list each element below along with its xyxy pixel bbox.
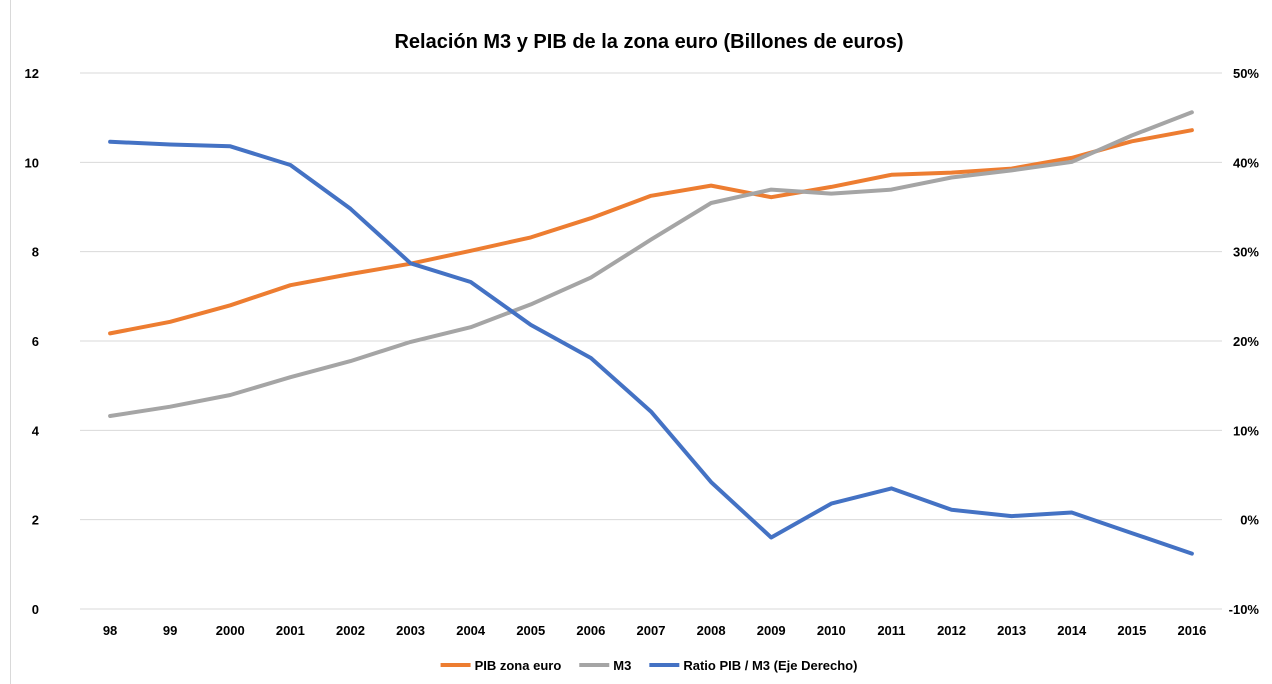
left-tick-label: 2 xyxy=(32,513,39,528)
x-tick-label: 2007 xyxy=(637,623,666,638)
legend-label-ratio-pib-m3-eje-derecho: Ratio PIB / M3 (Eje Derecho) xyxy=(683,658,857,673)
right-tick-label: 30% xyxy=(1233,245,1259,260)
legend: PIB zona euro M3 Ratio PIB / M3 (Eje Derec… xyxy=(440,658,857,673)
gridlines xyxy=(80,72,1222,610)
x-tick-label: 2015 xyxy=(1117,623,1146,638)
left-tick-label: 4 xyxy=(32,423,40,438)
left-tick-label: 12 xyxy=(25,66,39,81)
x-tick-label: 98 xyxy=(103,623,117,638)
x-tick-label: 2006 xyxy=(576,623,605,638)
x-tick-label: 2005 xyxy=(516,623,545,638)
x-tick-label: 2011 xyxy=(877,623,905,638)
right-tick-label: 20% xyxy=(1233,334,1259,349)
series-line-ratio-pib-m3-eje-derecho xyxy=(108,139,1194,556)
x-tick-label: 2016 xyxy=(1177,623,1206,638)
left-axis-ticks: 0 2 4 6 8 10 12 xyxy=(25,66,40,617)
right-tick-label: 0% xyxy=(1240,513,1259,528)
x-tick-label: 2014 xyxy=(1057,623,1087,638)
x-tick-label: 2012 xyxy=(937,623,966,638)
x-tick-label: 2004 xyxy=(456,623,486,638)
right-tick-label: 50% xyxy=(1233,66,1259,81)
x-tick-label: 2001 xyxy=(276,623,305,638)
left-tick-label: 0 xyxy=(32,602,39,617)
x-tick-label: 2009 xyxy=(757,623,786,638)
right-tick-label: 10% xyxy=(1233,423,1259,438)
right-axis-ticks: -10% 0% 10% 20% 30% 40% 50% xyxy=(1229,66,1260,617)
x-axis-ticks: 98 99 2000 2001 2002 2003 2004 2005 2006 2007 2008… xyxy=(103,623,1207,638)
x-tick-label: 2013 xyxy=(997,623,1026,638)
legend-label-m3: M3 xyxy=(613,658,631,673)
line-chart: Relación M3 y PIB de la zona euro (Billo… xyxy=(25,31,1260,673)
series-lines xyxy=(108,110,1194,556)
legend-label-pib-zona-euro: PIB zona euro xyxy=(475,658,562,673)
x-tick-label: 2010 xyxy=(817,623,846,638)
x-tick-label: 99 xyxy=(163,623,177,638)
right-tick-label: 40% xyxy=(1233,155,1259,170)
left-tick-label: 6 xyxy=(32,334,39,349)
x-tick-label: 2002 xyxy=(336,623,365,638)
left-tick-label: 10 xyxy=(25,155,39,170)
series-line-m3 xyxy=(108,110,1194,418)
x-tick-label: 2008 xyxy=(697,623,726,638)
chart-frame: Relación M3 y PIB de la zona euro (Billo… xyxy=(10,0,1272,684)
right-tick-label: -10% xyxy=(1229,602,1260,617)
chart-title: Relación M3 y PIB de la zona euro (Billo… xyxy=(394,31,903,53)
x-tick-label: 2000 xyxy=(216,623,245,638)
x-tick-label: 2003 xyxy=(396,623,425,638)
left-tick-label: 8 xyxy=(32,245,39,260)
